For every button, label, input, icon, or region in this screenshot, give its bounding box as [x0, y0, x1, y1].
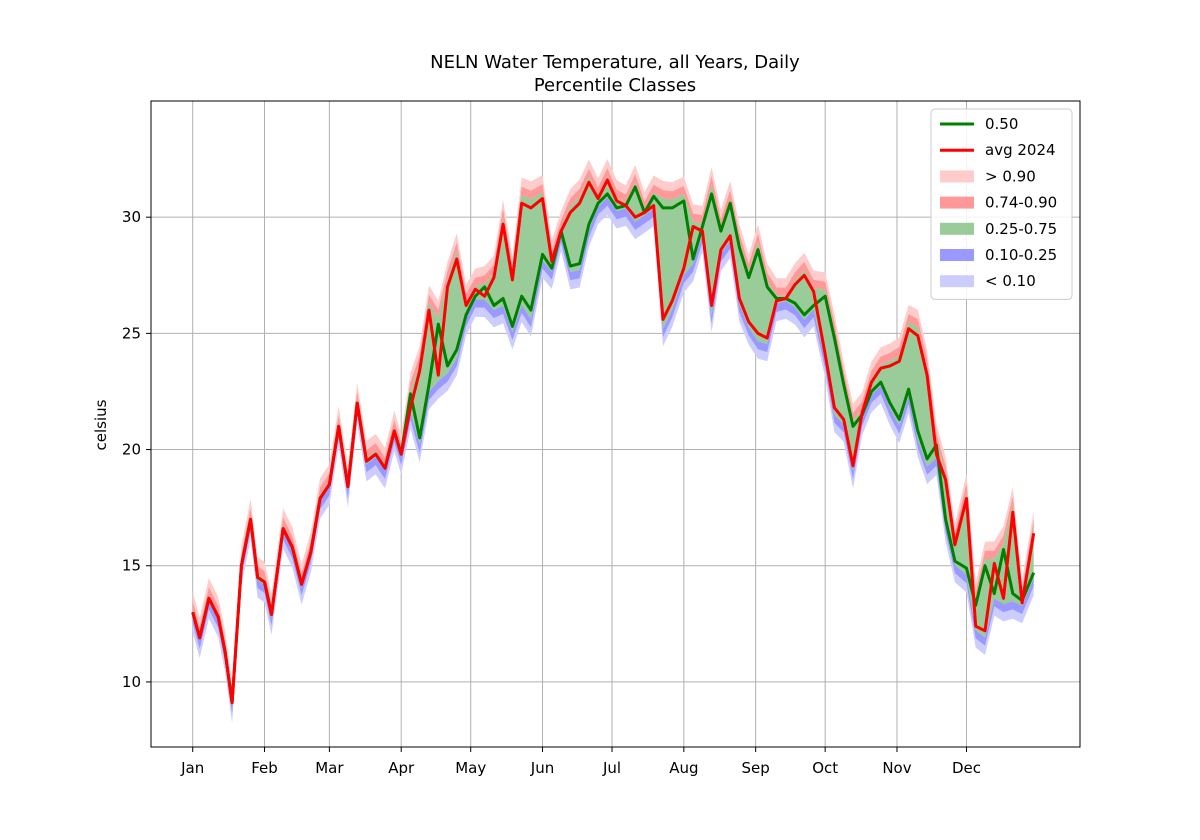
percentile-bands	[192, 159, 1034, 724]
chart-subtitle: Percentile Classes	[534, 75, 696, 96]
band-above-0-90	[192, 159, 1034, 701]
x-tick-label: Jun	[530, 759, 554, 777]
median-line	[191, 185, 1036, 705]
legend-label: 0.10-0.25	[985, 246, 1057, 264]
legend-swatch-patch	[940, 275, 974, 288]
chart-title: NELN Water Temperature, all Years, Daily	[430, 52, 800, 73]
band-0-10-0-25	[192, 197, 1034, 714]
legend-label: < 0.10	[985, 272, 1036, 290]
legend-label: avg 2024	[985, 141, 1056, 159]
x-tick-label: Jan	[180, 759, 204, 777]
x-tick-label: Jul	[602, 759, 621, 777]
x-tick-label: Apr	[388, 759, 415, 777]
legend-label: 0.25-0.75	[985, 220, 1057, 238]
x-axis-ticks: Jan Feb Mar Apr May Jun Jul Aug Sep Oct Nov Dec	[180, 747, 981, 777]
legend: 0.50 avg 2024 > 0.90 0.74-0.90 0.25-0.75 0.10…	[930, 108, 1073, 300]
band-0-25-0-75	[192, 176, 1034, 706]
y-tick-label: 30	[122, 208, 141, 226]
x-tick-label: Sep	[742, 759, 770, 777]
y-tick-label: 20	[122, 441, 141, 459]
legend-label: 0.50	[985, 115, 1018, 133]
band-below-0-10	[192, 197, 1034, 724]
x-tick-label: Oct	[812, 759, 838, 777]
x-tick-label: Dec	[952, 759, 981, 777]
y-tick-label: 10	[122, 673, 141, 691]
x-tick-label: Aug	[669, 759, 698, 777]
y-axis-label: celsius	[92, 399, 110, 450]
y-tick-label: 15	[122, 557, 141, 575]
x-tick-label: May	[455, 759, 486, 777]
avg-2024-line	[191, 178, 1036, 705]
y-tick-label: 25	[122, 324, 141, 342]
legend-swatch-patch	[940, 249, 974, 261]
legend-label: 0.74-0.90	[985, 194, 1057, 212]
x-tick-label: Mar	[315, 759, 344, 777]
x-tick-label: Nov	[882, 759, 911, 777]
x-tick-label: Feb	[251, 759, 278, 777]
y-axis-ticks: 10 15 20 25 30	[122, 208, 151, 691]
legend-swatch-patch	[940, 170, 974, 183]
series-lines	[191, 178, 1036, 705]
legend-label: > 0.90	[985, 167, 1036, 185]
band-0-74-0-90	[192, 168, 1034, 701]
legend-swatch-patch	[940, 222, 974, 235]
plot-frame	[150, 100, 1081, 748]
legend-swatch-patch	[940, 196, 974, 209]
